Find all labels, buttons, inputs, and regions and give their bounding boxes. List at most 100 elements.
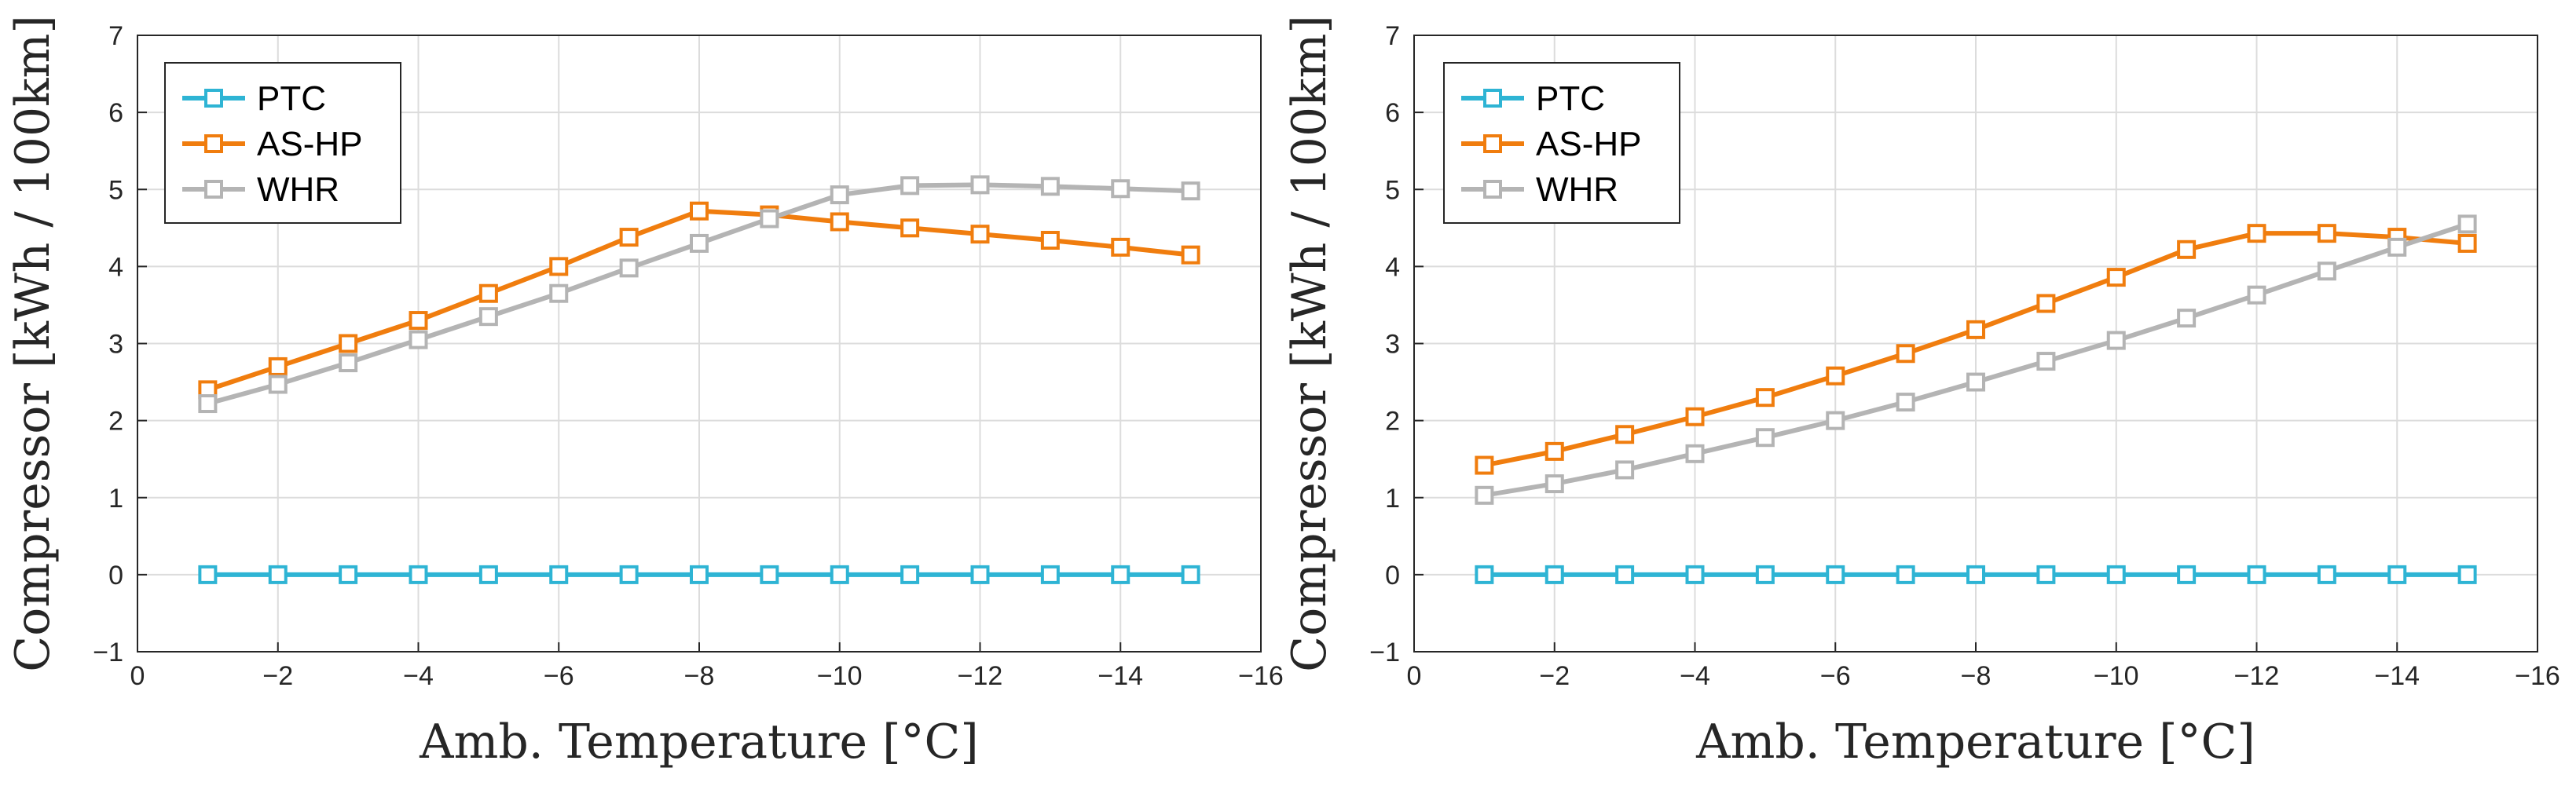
x-tick-label: −6: [1820, 661, 1851, 691]
data-point-whr: [1826, 411, 1845, 430]
data-point-whr: [1755, 428, 1775, 448]
data-point-whr: [2177, 309, 2197, 328]
legend-label-whr: WHR: [1536, 170, 1618, 209]
legend-label-ptc: PTC: [257, 79, 326, 118]
data-point-ptc: [2387, 565, 2407, 584]
data-point-ptc: [2317, 565, 2336, 584]
y-tick-label: 0: [1385, 561, 1400, 590]
x-tick-label: −12: [2234, 661, 2280, 691]
data-point-as-hp: [1040, 231, 1060, 250]
y-tick-label: 5: [1385, 175, 1400, 205]
data-point-as-hp: [1896, 344, 1915, 364]
y-tick-label: 2: [108, 407, 123, 437]
data-point-ptc: [478, 565, 498, 584]
y-tick-label: 0: [108, 561, 123, 590]
x-axis-label: Amb. Temperature [°C]: [1695, 715, 2255, 770]
legend-swatch-marker-whr: [204, 180, 223, 199]
x-tick-label: −4: [1680, 661, 1710, 691]
y-tick-label: 6: [1385, 98, 1400, 128]
y-tick-label: 2: [1385, 407, 1400, 437]
legend-swatch-marker-as-hp: [1483, 134, 1502, 153]
data-point-whr: [1685, 444, 1705, 463]
data-point-ptc: [1826, 565, 1845, 584]
data-point-as-hp: [1181, 245, 1200, 265]
data-point-ptc: [900, 565, 920, 584]
legend-label-ptc: PTC: [1536, 79, 1605, 118]
data-point-ptc: [1685, 565, 1705, 584]
legend-label-whr: WHR: [257, 170, 339, 209]
legend-swatch-marker-as-hp: [204, 134, 223, 153]
legend: PTC AS-HP WHR: [164, 62, 401, 224]
x-tick-label: 0: [1407, 661, 1422, 691]
x-tick-label: −14: [1097, 661, 1143, 691]
y-tick-label: 4: [108, 252, 123, 282]
data-point-whr: [760, 209, 779, 228]
x-tick-label: −16: [2515, 661, 2560, 691]
data-point-whr: [339, 353, 358, 373]
data-point-whr: [409, 330, 428, 349]
x-tick-label: −14: [2374, 661, 2420, 691]
data-point-whr: [2457, 214, 2477, 234]
y-tick-label: 7: [108, 21, 123, 51]
data-point-ptc: [690, 565, 709, 584]
data-point-whr: [1475, 485, 1494, 505]
data-point-ptc: [2177, 565, 2197, 584]
x-tick-label: −8: [684, 661, 715, 691]
y-tick-label: 1: [1385, 484, 1400, 514]
data-point-as-hp: [549, 257, 569, 276]
legend-label-as-hp: AS-HP: [1536, 125, 1641, 163]
data-point-as-hp: [2036, 294, 2056, 313]
data-point-as-hp: [1111, 237, 1130, 257]
data-point-whr: [970, 175, 990, 195]
data-point-whr: [1896, 393, 1915, 412]
y-tick-label: 4: [1385, 252, 1400, 282]
legend-swatch-marker-ptc: [204, 89, 223, 108]
y-tick-label: 6: [108, 98, 123, 128]
data-point-whr: [2387, 237, 2407, 257]
data-point-whr: [2247, 285, 2266, 305]
data-point-as-hp: [2177, 239, 2197, 259]
y-tick-label: 1: [108, 484, 123, 514]
legend-swatch-marker-whr: [1483, 180, 1502, 199]
data-point-ptc: [1966, 565, 1985, 584]
legend-swatch-marker-ptc: [1483, 89, 1502, 108]
data-point-whr: [2317, 261, 2336, 281]
data-point-whr: [1966, 372, 1985, 392]
y-axis-label: Compressor [kWh / 100km]: [5, 15, 60, 672]
data-point-whr: [900, 176, 920, 196]
data-point-whr: [549, 283, 569, 303]
data-point-whr: [830, 185, 849, 205]
data-point-ptc: [1040, 565, 1060, 584]
x-tick-label: −8: [1961, 661, 1992, 691]
data-point-ptc: [970, 565, 990, 584]
data-point-as-hp: [1685, 407, 1705, 426]
data-point-as-hp: [619, 228, 639, 247]
y-axis-label: Compressor [kWh / 100km]: [1282, 15, 1337, 672]
y-tick-label: −1: [1369, 638, 1400, 667]
data-point-as-hp: [970, 225, 990, 244]
x-axis-label: Amb. Temperature [°C]: [419, 715, 979, 770]
y-tick-label: 3: [1385, 330, 1400, 360]
x-tick-label: −2: [1539, 661, 1570, 691]
data-point-as-hp: [690, 201, 709, 221]
data-point-whr: [2106, 331, 2126, 350]
data-point-as-hp: [1826, 366, 1845, 386]
x-tick-label: −6: [544, 661, 574, 691]
data-point-ptc: [1111, 565, 1130, 584]
x-tick-label: −4: [403, 661, 434, 691]
data-point-as-hp: [900, 218, 920, 238]
data-point-as-hp: [268, 356, 288, 376]
data-point-whr: [478, 307, 498, 327]
data-point-as-hp: [2106, 268, 2126, 287]
data-point-ptc: [760, 565, 779, 584]
data-point-whr: [198, 394, 218, 414]
data-point-whr: [268, 375, 288, 394]
data-point-ptc: [1615, 565, 1635, 584]
data-point-ptc: [2457, 565, 2477, 584]
data-point-as-hp: [1615, 425, 1635, 444]
data-point-as-hp: [830, 212, 849, 232]
data-point-as-hp: [409, 311, 428, 331]
data-point-ptc: [2106, 565, 2126, 584]
